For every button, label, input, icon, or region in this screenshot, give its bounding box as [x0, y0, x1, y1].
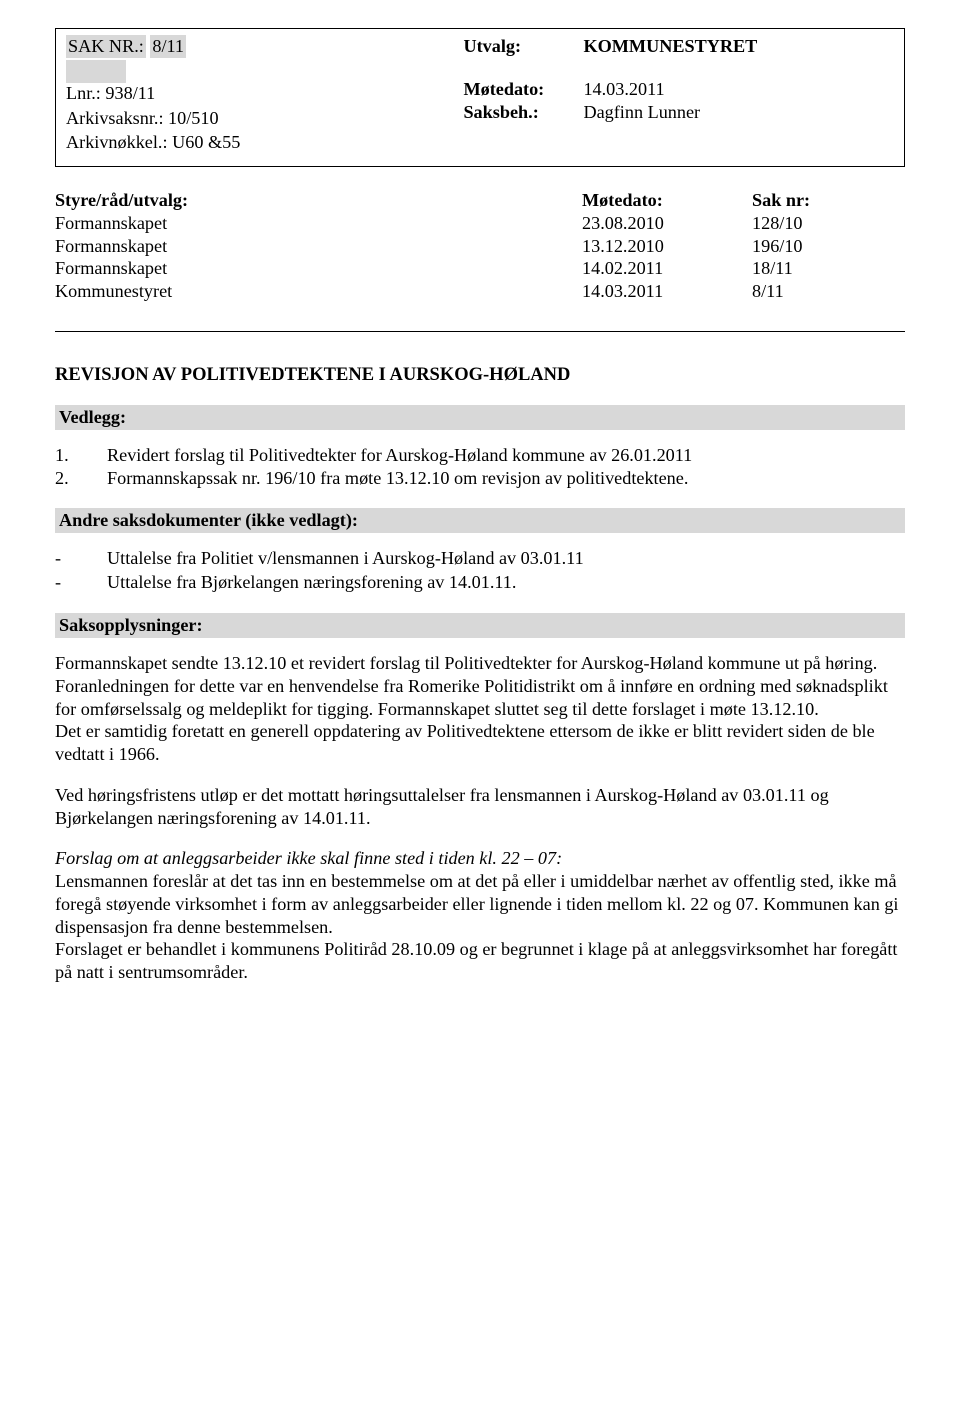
sak-line: SAK NR.: 8/11 [66, 35, 463, 58]
header-box: SAK NR.: 8/11 Lnr.: 938/11 Arkivsaksnr.:… [55, 28, 905, 167]
th-2: Møtedato: [582, 189, 752, 212]
list-item: 2. Formannskapssak nr. 196/10 fra møte 1… [55, 467, 905, 490]
meetings-table: Styre/råd/utvalg: Møtedato: Sak nr: Form… [55, 189, 905, 303]
motedato-label: Møtedato: [463, 78, 583, 101]
list-item: - Uttalelse fra Bjørkelangen næringsfore… [55, 571, 905, 594]
arkivsaksnr-line: Arkivsaksnr.: 10/510 [66, 107, 463, 130]
td: 14.03.2011 [582, 280, 752, 303]
section-vedlegg: Vedlegg: [55, 405, 905, 430]
header-row: SAK NR.: 8/11 Lnr.: 938/11 Arkivsaksnr.:… [66, 35, 894, 156]
dash: - [55, 571, 107, 594]
sak-value: 8/11 [150, 35, 186, 58]
td: Formannskapet [55, 257, 582, 280]
header-right: Utvalg: KOMMUNESTYRET Møtedato: 14.03.20… [463, 35, 894, 156]
utvalg-value: KOMMUNESTYRET [583, 35, 757, 58]
td: 196/10 [752, 235, 905, 258]
item-text: Uttalelse fra Bjørkelangen næringsforeni… [107, 571, 905, 594]
th-3: Sak nr: [752, 189, 905, 212]
saksbeh-value: Dagfinn Lunner [583, 101, 700, 124]
andre-list: - Uttalelse fra Politiet v/lensmannen i … [55, 547, 905, 594]
td: 8/11 [752, 280, 905, 303]
item-number: 1. [55, 444, 107, 467]
td: 14.02.2011 [582, 257, 752, 280]
td: 23.08.2010 [582, 212, 752, 235]
paragraph: Ved høringsfristens utløp er det mottatt… [55, 784, 905, 830]
table-row: Formannskapet 14.02.2011 18/11 [55, 257, 905, 280]
item-number: 2. [55, 467, 107, 490]
lnr-value: 938/11 [105, 83, 155, 103]
list-item: 1. Revidert forslag til Politivedtekter … [55, 444, 905, 467]
dash: - [55, 547, 107, 570]
p1: Formannskapet sendte 13.12.10 et revider… [55, 653, 888, 719]
motedato-line: Møtedato: 14.03.2011 [463, 78, 894, 101]
td: Formannskapet [55, 235, 582, 258]
table-row: Formannskapet 23.08.2010 128/10 [55, 212, 905, 235]
item-text: Revidert forslag til Politivedtekter for… [107, 444, 905, 467]
lnr-label: Lnr.: [66, 83, 101, 103]
arkivnokkel-value: U60 &55 [172, 132, 240, 152]
arkivsaksnr-label: Arkivsaksnr.: [66, 108, 164, 128]
paragraph: Formannskapet sendte 13.12.10 et revider… [55, 652, 905, 766]
td: Kommunestyret [55, 280, 582, 303]
table-header: Styre/råd/utvalg: Møtedato: Sak nr: [55, 189, 905, 212]
spacer [463, 58, 894, 78]
table-row: Kommunestyret 14.03.2011 8/11 [55, 280, 905, 303]
utvalg-label: Utvalg: [463, 35, 583, 58]
paragraph: Forslag om at anleggsarbeider ikke skal … [55, 847, 905, 984]
utvalg-line: Utvalg: KOMMUNESTYRET [463, 35, 894, 58]
spacer [66, 60, 463, 80]
td: Formannskapet [55, 212, 582, 235]
separator [55, 331, 905, 332]
arkivsaksnr-value: 10/510 [168, 108, 219, 128]
document-title: REVISJON AV POLITIVEDTEKTENE I AURSKOG-H… [55, 364, 905, 387]
table-row: Formannskapet 13.12.2010 196/10 [55, 235, 905, 258]
p2: Ved høringsfristens utløp er det mottatt… [55, 785, 829, 828]
p3: Lensmannen foreslår at det tas inn en be… [55, 871, 898, 937]
sak-label: SAK NR.: [66, 35, 146, 58]
p3-italic: Forslag om at anleggsarbeider ikke skal … [55, 848, 562, 868]
list-item: - Uttalelse fra Politiet v/lensmannen i … [55, 547, 905, 570]
motedato-value: 14.03.2011 [583, 78, 664, 101]
section-saksopp: Saksopplysninger: [55, 613, 905, 638]
vedlegg-list: 1. Revidert forslag til Politivedtekter … [55, 444, 905, 491]
p3b: Forslaget er behandlet i kommunens Polit… [55, 939, 897, 982]
p1b: Det er samtidig foretatt en generell opp… [55, 721, 875, 764]
arkivnokkel-label: Arkivnøkkel.: [66, 132, 168, 152]
td: 128/10 [752, 212, 905, 235]
item-text: Uttalelse fra Politiet v/lensmannen i Au… [107, 547, 905, 570]
saksbeh-line: Saksbeh.: Dagfinn Lunner [463, 101, 894, 124]
arkivnokkel-line: Arkivnøkkel.: U60 &55 [66, 131, 463, 154]
saksbeh-label: Saksbeh.: [463, 101, 583, 124]
th-1: Styre/råd/utvalg: [55, 189, 582, 212]
td: 18/11 [752, 257, 905, 280]
section-andre: Andre saksdokumenter (ikke vedlagt): [55, 508, 905, 533]
lnr-line: Lnr.: 938/11 [66, 82, 463, 105]
header-left: SAK NR.: 8/11 Lnr.: 938/11 Arkivsaksnr.:… [66, 35, 463, 156]
td: 13.12.2010 [582, 235, 752, 258]
item-text: Formannskapssak nr. 196/10 fra møte 13.1… [107, 467, 905, 490]
